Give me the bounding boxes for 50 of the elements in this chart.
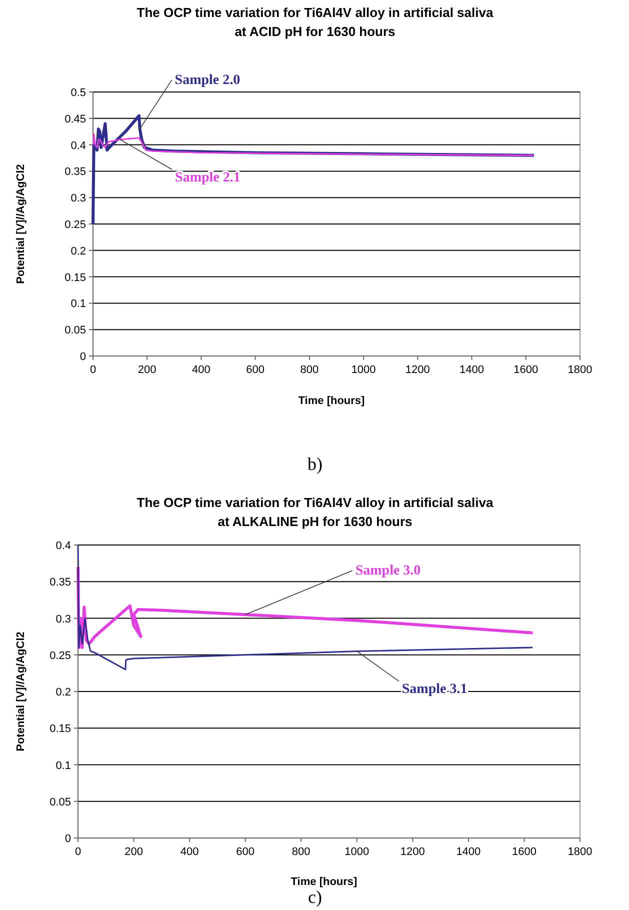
y-tick-label: 0.2 [70, 245, 86, 258]
y-tick-label: 0.05 [50, 796, 71, 808]
x-tick-label: 800 [300, 364, 319, 376]
x-tick-label: 1000 [344, 846, 370, 858]
y-axis-title: Potential [V]//Ag/AgCl2 [15, 632, 27, 752]
x-tick-label: 200 [124, 846, 143, 858]
text: Sample 3.0 [355, 564, 421, 579]
y-axis-title: Potential [V]//Ag/AgCl2 [15, 164, 27, 284]
text: Sample 2.0 [174, 72, 240, 88]
x-tick-label: 1400 [456, 846, 481, 858]
y-tick-label: 0.4 [70, 140, 86, 152]
text: b) [308, 454, 322, 474]
x-tick-label: 1200 [400, 846, 425, 858]
y-tick-label: 0.05 [64, 324, 86, 337]
y-tick-label: 0.25 [64, 219, 86, 231]
x-tick-label: 1800 [568, 846, 592, 858]
y-tick-label: 0.25 [50, 650, 71, 662]
x-tick-label: 1000 [351, 364, 376, 376]
x-tick-label: 400 [180, 846, 199, 858]
x-tick-label: 400 [192, 364, 210, 376]
x-tick-label: 1200 [405, 364, 430, 376]
x-tick-label: 0 [90, 364, 96, 376]
text: c) [308, 887, 322, 907]
y-tick-label: 0.15 [50, 723, 71, 736]
y-tick-label: 0.3 [56, 613, 71, 626]
y-tick-label: 0 [80, 351, 86, 363]
y-tick-label: 0.4 [56, 540, 71, 552]
y-tick-label: 0.3 [70, 192, 86, 205]
x-axis-title: Time [hours] [290, 876, 358, 888]
x-tick-label: 600 [246, 364, 265, 376]
y-tick-label: 0.1 [56, 760, 71, 772]
x-tick-label: 800 [292, 846, 310, 858]
x-tick-label: 600 [236, 846, 255, 858]
x-axis-title: Time [hours] [298, 395, 366, 407]
chart-title: The OCP time variation for Ti6Al4V alloy in artificial saliva at ALKALINE pH for 1630 hours [136, 495, 494, 529]
y-tick-label: 0.35 [64, 166, 86, 178]
y-tick-label: 0.35 [50, 576, 71, 589]
x-tick-label: 1800 [568, 364, 592, 376]
x-tick-label: 1600 [512, 846, 536, 858]
y-tick-label: 0.5 [70, 87, 86, 99]
y-tick-label: 0 [64, 833, 71, 845]
chart-title: The OCP time variation for Ti6Al4V alloy in artificial saliva at ACID pH for 1630 hours [136, 5, 494, 39]
y-tick-label: 0.45 [64, 113, 86, 126]
y-tick-label: 0.2 [56, 686, 71, 698]
series-label: Sample 2.1 [175, 170, 240, 186]
y-tick-label: 0.1 [70, 298, 86, 310]
y-tick-label: 0.15 [64, 272, 86, 284]
x-tick-label: 1400 [460, 364, 484, 376]
x-tick-label: 1600 [514, 364, 538, 376]
x-tick-label: 200 [138, 364, 156, 376]
